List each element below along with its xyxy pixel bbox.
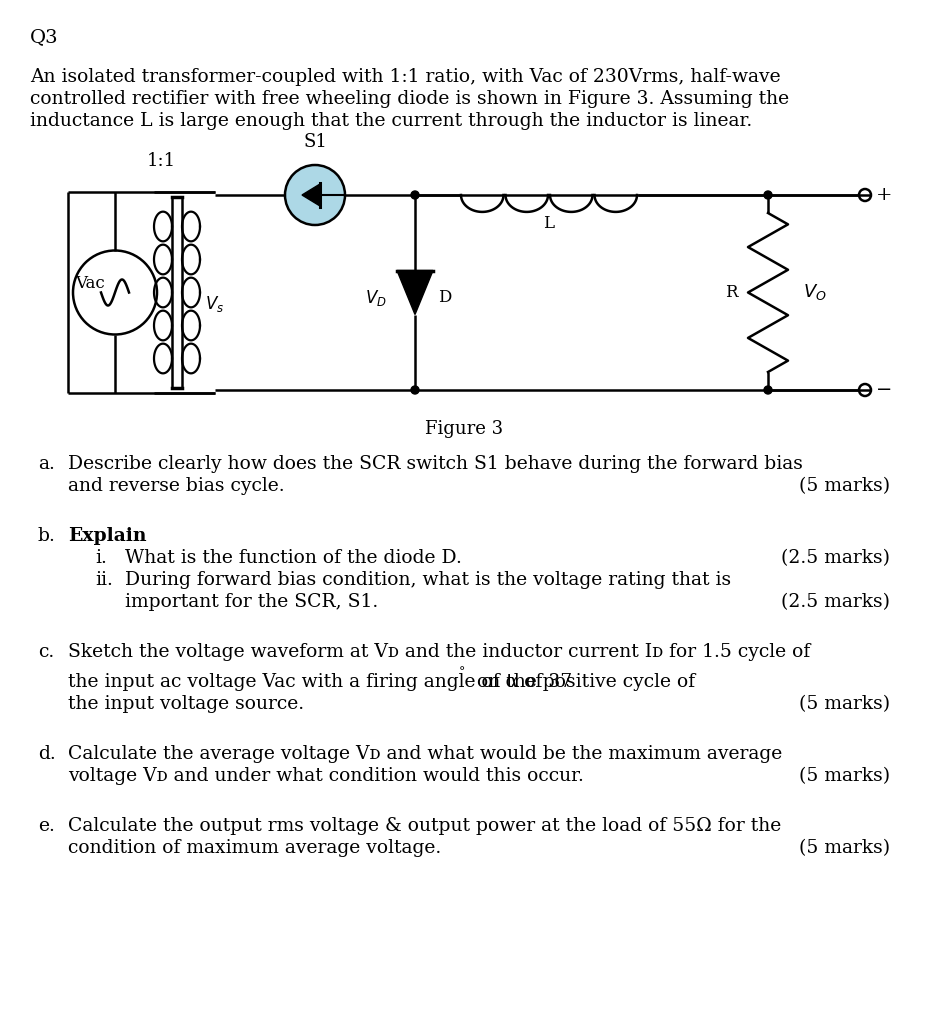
Text: S1: S1 <box>303 133 326 151</box>
Text: $V_s$: $V_s$ <box>205 295 224 314</box>
Circle shape <box>763 191 771 199</box>
Polygon shape <box>301 184 320 206</box>
Text: Calculate the average voltage Vᴅ and what would be the maximum average: Calculate the average voltage Vᴅ and wha… <box>68 745 781 763</box>
Text: −: − <box>875 381 892 399</box>
Text: inductance L is large enough that the current through the inductor is linear.: inductance L is large enough that the cu… <box>30 112 752 130</box>
Text: L: L <box>543 215 554 232</box>
Text: $V_D$: $V_D$ <box>365 288 387 307</box>
Text: Figure 3: Figure 3 <box>425 420 502 438</box>
Text: ii.: ii. <box>95 571 113 589</box>
Text: Sketch the voltage waveform at Vᴅ and the inductor current Iᴅ for 1.5 cycle of: Sketch the voltage waveform at Vᴅ and th… <box>68 643 809 662</box>
Text: a.: a. <box>38 455 55 473</box>
Circle shape <box>285 165 345 225</box>
Text: D: D <box>438 289 451 306</box>
Text: i.: i. <box>95 549 107 567</box>
Text: Describe clearly how does the SCR switch S1 behave during the forward bias: Describe clearly how does the SCR switch… <box>68 455 802 473</box>
Text: R: R <box>725 284 737 301</box>
Text: d.: d. <box>38 745 56 763</box>
Text: Explain: Explain <box>68 527 146 545</box>
Text: important for the SCR, S1.: important for the SCR, S1. <box>125 593 378 611</box>
Text: $V_O$: $V_O$ <box>802 283 826 302</box>
Text: and reverse bias cycle.: and reverse bias cycle. <box>68 477 285 495</box>
Text: controlled rectifier with free wheeling diode is shown in Figure 3. Assuming the: controlled rectifier with free wheeling … <box>30 90 788 108</box>
Text: Vac: Vac <box>75 274 105 292</box>
Text: (5 marks): (5 marks) <box>798 767 889 785</box>
Text: Calculate the output rms voltage & output power at the load of 55Ω for the: Calculate the output rms voltage & outpu… <box>68 817 781 835</box>
Text: the input voltage source.: the input voltage source. <box>68 695 304 713</box>
Text: b.: b. <box>38 527 56 545</box>
Circle shape <box>763 386 771 394</box>
Text: Q3: Q3 <box>30 28 58 46</box>
Text: (5 marks): (5 marks) <box>798 695 889 713</box>
Text: °: ° <box>458 666 464 679</box>
Text: +: + <box>875 186 892 204</box>
Text: What is the function of the diode D.: What is the function of the diode D. <box>125 549 462 567</box>
Text: (5 marks): (5 marks) <box>798 477 889 495</box>
Text: (2.5 marks): (2.5 marks) <box>781 593 889 611</box>
Polygon shape <box>397 270 433 314</box>
Text: voltage Vᴅ and under what condition would this occur.: voltage Vᴅ and under what condition woul… <box>68 767 583 785</box>
Text: (2.5 marks): (2.5 marks) <box>781 549 889 567</box>
Text: c.: c. <box>38 643 54 662</box>
Text: 1:1: 1:1 <box>146 152 176 170</box>
Text: (5 marks): (5 marks) <box>798 839 889 857</box>
Text: on the positive cycle of: on the positive cycle of <box>465 673 695 691</box>
Circle shape <box>411 386 419 394</box>
Circle shape <box>411 191 419 199</box>
Text: condition of maximum average voltage.: condition of maximum average voltage. <box>68 839 440 857</box>
Text: the input ac voltage Vac with a firing angle of α of 37: the input ac voltage Vac with a firing a… <box>68 673 572 691</box>
Text: e.: e. <box>38 817 55 835</box>
Text: An isolated transformer-coupled with 1:1 ratio, with Vac of 230Vrms, half-wave: An isolated transformer-coupled with 1:1… <box>30 68 780 86</box>
Text: During forward bias condition, what is the voltage rating that is: During forward bias condition, what is t… <box>125 571 730 589</box>
